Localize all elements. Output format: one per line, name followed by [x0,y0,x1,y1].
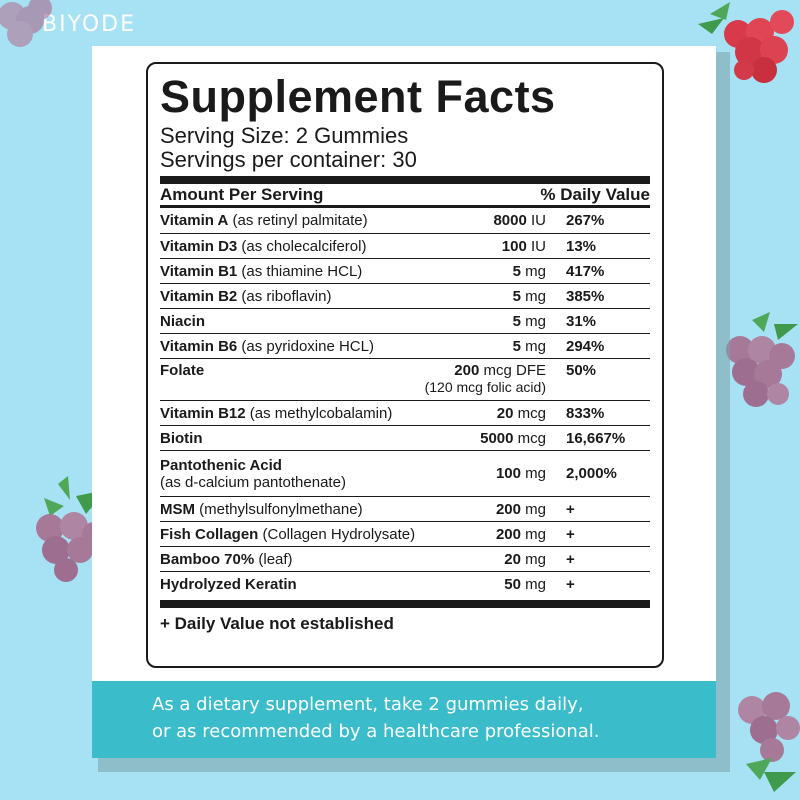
nutrient-row: Niacin 5 mg 31% [160,308,650,333]
nutrient-row: Vitamin B2 (as riboflavin) 5 mg 385% [160,283,650,308]
directions-line-1: As a dietary supplement, take 2 gummies … [152,694,584,715]
nutrient-row: Vitamin B1 (as thiamine HCL) 5 mg 417% [160,258,650,283]
nutrient-row: Vitamin B6 (as pyridoxine HCL) 5 mg 294% [160,333,650,358]
raspberry-top-left [0,0,52,47]
brand-logo: BIYODE [42,12,136,37]
nutrient-row: Fish Collagen (Collagen Hydrolysate) 200… [160,521,650,546]
nutrient-row: Hydrolyzed Keratin 50 mg + [160,571,650,596]
divider-thick [160,176,650,184]
raspberry-right-middle [726,312,798,407]
facts-title: Supplement Facts [160,71,556,122]
table-header: Amount Per Serving % Daily Value [160,184,650,205]
divider-thin [160,205,650,208]
directions-band: As a dietary supplement, take 2 gummies … [92,681,716,758]
raspberry-bottom-right [738,692,800,792]
nutrient-row: Vitamin A (as retinyl palmitate) 8000 IU… [160,212,605,229]
directions-line-2: or as recommended by a healthcare profes… [152,721,600,742]
nutrient-row-pantothenic: Pantothenic Acid (as d-calcium pantothena… [160,450,650,496]
nutrient-row: Bamboo 70% (leaf) 20 mg + [160,546,650,571]
serving-info: Serving Size: 2 Gummies Servings per con… [160,124,650,172]
nutrient-row: Vitamin D3 (as cholecalciferol) 100 IU 1… [160,233,650,258]
servings-per-container: Servings per container: 30 [160,147,417,172]
serving-size: Serving Size: 2 Gummies [160,123,409,148]
header-daily-value: % Daily Value [540,185,650,204]
nutrient-row: Vitamin B12 (as methylcobalamin) 20 mcg … [160,400,650,425]
header-amount: Amount Per Serving [160,185,324,204]
daily-value-footnote: + Daily Value not established [160,600,650,634]
supplement-facts-panel: Supplement Facts Serving Size: 2 Gummies… [146,62,664,668]
nutrient-row: MSM (methylsulfonylmethane) 200 mg + [160,496,650,521]
raspberry-top-right [698,2,794,83]
folate-note: (120 mcg folic acid) [424,379,546,395]
nutrient-row: Biotin 5000 mcg 16,667% [160,425,650,450]
nutrient-row-folate: Folate 200 mcg DFE (120 mcg folic acid) … [160,358,650,400]
